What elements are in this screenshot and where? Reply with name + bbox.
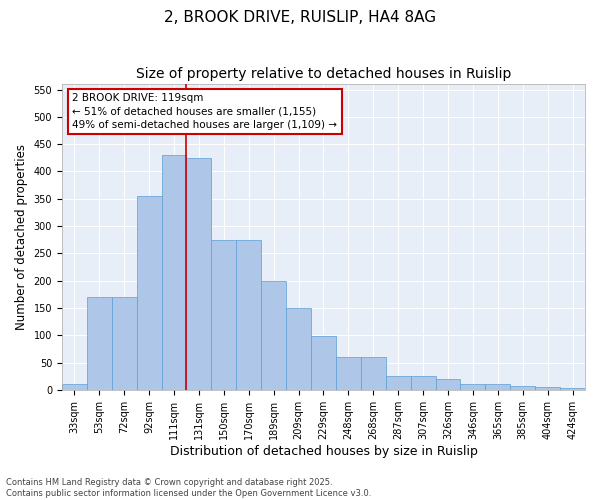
Bar bbox=[436, 379, 460, 390]
Title: Size of property relative to detached houses in Ruislip: Size of property relative to detached ho… bbox=[136, 68, 511, 82]
Bar bbox=[112, 297, 137, 390]
Bar bbox=[560, 388, 585, 390]
Bar bbox=[410, 376, 436, 390]
Bar bbox=[361, 357, 386, 390]
Bar bbox=[535, 387, 560, 390]
Bar bbox=[261, 280, 286, 390]
Bar bbox=[62, 384, 87, 390]
Text: 2 BROOK DRIVE: 119sqm
← 51% of detached houses are smaller (1,155)
49% of semi-d: 2 BROOK DRIVE: 119sqm ← 51% of detached … bbox=[73, 93, 337, 130]
Bar bbox=[386, 376, 410, 390]
Bar bbox=[336, 357, 361, 390]
Bar bbox=[137, 196, 161, 390]
Bar bbox=[87, 297, 112, 390]
Bar bbox=[187, 158, 211, 390]
Bar bbox=[286, 308, 311, 390]
Y-axis label: Number of detached properties: Number of detached properties bbox=[15, 144, 28, 330]
Bar bbox=[485, 384, 510, 390]
Bar bbox=[460, 384, 485, 390]
Text: 2, BROOK DRIVE, RUISLIP, HA4 8AG: 2, BROOK DRIVE, RUISLIP, HA4 8AG bbox=[164, 10, 436, 25]
Bar bbox=[236, 240, 261, 390]
Bar bbox=[510, 386, 535, 390]
Bar bbox=[161, 155, 187, 390]
Bar bbox=[211, 240, 236, 390]
Text: Contains HM Land Registry data © Crown copyright and database right 2025.
Contai: Contains HM Land Registry data © Crown c… bbox=[6, 478, 371, 498]
Bar bbox=[311, 336, 336, 390]
X-axis label: Distribution of detached houses by size in Ruislip: Distribution of detached houses by size … bbox=[170, 444, 478, 458]
